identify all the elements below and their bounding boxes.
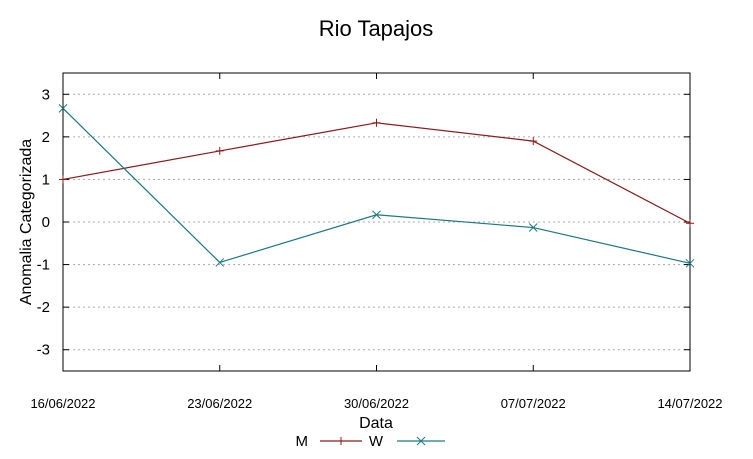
data-point-m: [215, 146, 224, 155]
y-tick-label: -2: [37, 299, 50, 316]
data-point-w: [528, 223, 538, 232]
legend-label-m: M: [296, 433, 309, 450]
data-point-m: [529, 137, 538, 146]
data-point-w: [215, 258, 225, 267]
chart-title: Rio Tapajos: [319, 16, 434, 41]
legend-marker-m: [337, 437, 345, 445]
series-line-w: [62, 107, 691, 264]
x-tick-label: 16/06/2022: [30, 396, 95, 411]
data-point-m: [372, 118, 381, 127]
y-tick-label: 1: [42, 171, 50, 188]
marker-stroke: [215, 258, 225, 267]
y-tick-label: -3: [37, 342, 50, 359]
y-tick-label: 3: [42, 86, 50, 103]
x-tick-label: 23/06/2022: [187, 396, 252, 411]
marker-stroke: [685, 258, 695, 268]
data-point-m: [59, 175, 67, 184]
series-line-m: [62, 122, 691, 224]
marker-stroke: [372, 210, 381, 220]
x-tick-label: 07/07/2022: [501, 396, 566, 411]
marker-stroke: [58, 103, 68, 113]
y-tick-label: -1: [37, 257, 50, 274]
x-axis-ticks: 16/06/2022 23/06/2022 30/06/2022 07/07/2022…: [30, 73, 723, 411]
data-point-w: [58, 103, 68, 113]
x-tick-label: 14/07/2022: [657, 396, 722, 411]
grid-lines: [63, 93, 690, 351]
data-point-m: [686, 219, 694, 228]
legend-marker-w: [416, 436, 426, 446]
y-tick-label: 2: [42, 129, 50, 146]
marker-stroke: [528, 223, 538, 232]
legend-label-w: W: [369, 433, 384, 450]
x-tick-label: 30/06/2022: [344, 396, 409, 411]
x-axis-label: Data: [359, 415, 393, 432]
marker-stroke: [416, 436, 426, 446]
y-axis-label: Anomalia Categorizada: [18, 139, 35, 305]
data-point-w: [685, 258, 695, 268]
data-point-w: [372, 210, 381, 220]
y-tick-label: 0: [42, 214, 50, 231]
series-layer: [58, 103, 695, 268]
plot-frame: [62, 72, 691, 372]
